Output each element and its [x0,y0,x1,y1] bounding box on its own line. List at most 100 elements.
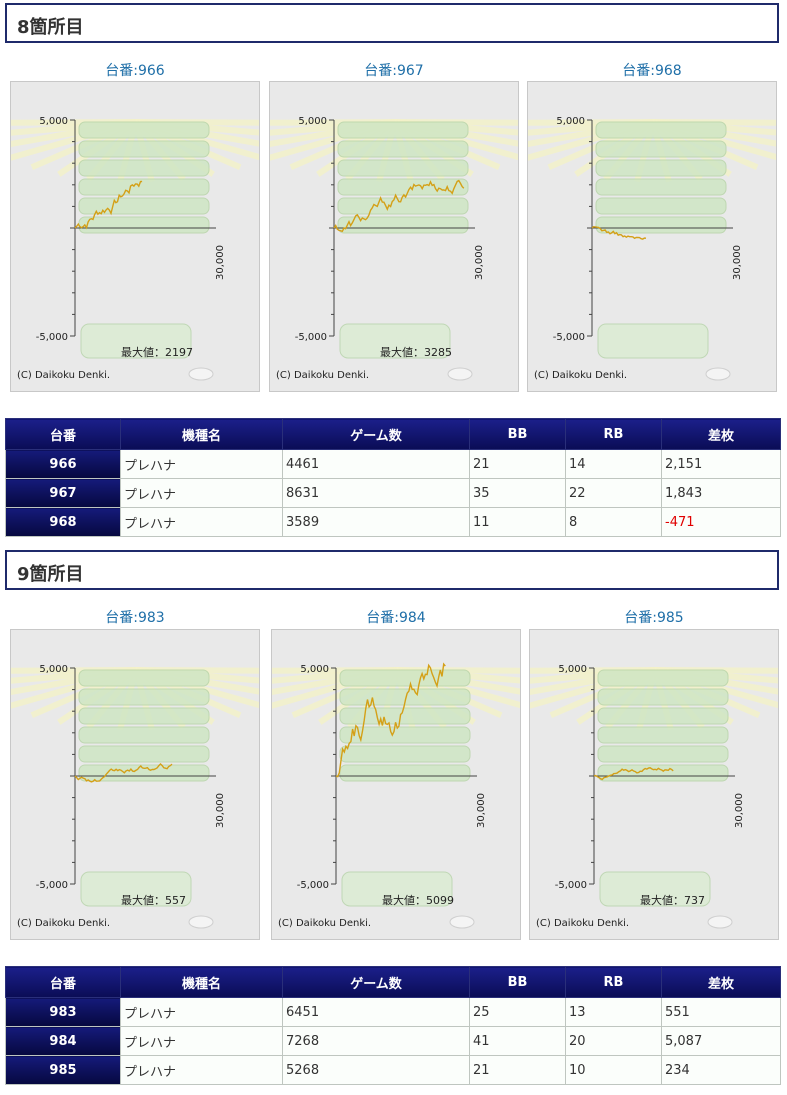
table-row: 983 プレハナ 6451 25 13 551 [5,997,781,1027]
graph-label-966[interactable]: 台番:966 [105,63,165,79]
copyright-text: (C) Daikoku Denki. [17,918,111,929]
machine-number[interactable]: 968 [5,507,121,537]
machine-number[interactable]: 966 [5,449,121,479]
background-tray-base [599,871,711,907]
background-tray [337,121,469,139]
table-header-row: 台番 機種名 ゲーム数 BB RB 差枚 [5,418,781,450]
graph-canvas: 5,000 -5,000 30,000 [272,662,520,929]
rb-count: 10 [565,1055,662,1085]
background-tray-base [597,323,709,359]
background-tray [78,216,210,234]
x-tick-label: 30,000 [215,793,226,828]
background-tray [337,216,469,234]
game-count: 8631 [282,478,470,508]
x-tick-label: 30,000 [474,245,485,280]
bb-count: 35 [469,478,566,508]
background-tray [78,669,210,687]
y-tick-label-top: 5,000 [558,664,587,675]
table-header-row: 台番 機種名 ゲーム数 BB RB 差枚 [5,966,781,998]
y-tick-label-bottom: -5,000 [36,880,68,891]
background-tray [337,197,469,215]
col-header: RB [565,418,662,450]
machine-number[interactable]: 967 [5,478,121,508]
graph-label-985[interactable]: 台番:985 [624,610,684,626]
machine-name: プレハナ [120,507,283,537]
x-tick-label: 30,000 [734,793,745,828]
background-tray [339,707,471,725]
copyright-text: (C) Daikoku Denki. [278,918,372,929]
rb-count: 20 [565,1026,662,1056]
background-tray [78,764,210,782]
background-tray [597,688,729,706]
y-tick-label-top: 5,000 [298,116,327,127]
background-tray [595,197,727,215]
y-tick-label-top: 5,000 [556,116,585,127]
slump-graph-968[interactable]: 5,000 -5,000 30,000 (C) Daikoku Denki. [527,81,777,392]
max-value-label: 最大値：737 [640,894,705,907]
col-header: 台番 [5,418,121,450]
bb-count: 11 [469,507,566,537]
machine-number[interactable]: 984 [5,1026,121,1056]
section-title: 8箇所目 [17,17,84,38]
background-tray-base [339,323,451,359]
copyright-text: (C) Daikoku Denki. [17,370,111,381]
background-tray [339,745,471,763]
graph-label-984[interactable]: 台番:984 [366,610,426,626]
data-series-line [333,179,465,233]
game-count: 5268 [282,1055,470,1085]
y-tick-label-bottom: -5,000 [295,332,327,343]
background-medal [449,915,475,929]
background-tray [597,745,729,763]
col-header: BB [469,418,566,450]
coin-diff: -471 [661,507,781,537]
data-table-8: 台番 機種名 ゲーム数 BB RB 差枚 966 プレハナ 4461 21 14… [5,418,781,537]
coin-diff: 551 [661,997,781,1027]
y-tick-label-bottom: -5,000 [297,880,329,891]
rb-count: 14 [565,449,662,479]
slump-graph-967[interactable]: 5,000 -5,000 30,000 最大値：3285 (C) Daikoku Den… [269,81,519,392]
background-tray [78,688,210,706]
col-header: ゲーム数 [282,418,470,450]
background-tray-base [341,871,453,907]
background-tray [339,764,471,782]
table-row: 966 プレハナ 4461 21 14 2,151 [5,449,781,479]
max-value-label: 最大値：2197 [121,346,193,359]
data-series-line [74,180,143,230]
slump-graph-983[interactable]: 5,000 -5,000 30,000 最大値：557 (C) Daikoku Denk… [10,629,260,940]
background-medal [705,367,731,381]
y-tick-label-top: 5,000 [39,116,68,127]
bb-count: 25 [469,997,566,1027]
machine-number[interactable]: 983 [5,997,121,1027]
background-medal [447,367,473,381]
slump-graph-985[interactable]: 5,000 -5,000 30,000 最大値：737 (C) Daikoku Denk… [529,629,779,940]
background-tray [595,140,727,158]
graph-canvas: 5,000 -5,000 30,000 [11,664,259,929]
section-title: 9箇所目 [17,564,84,585]
game-count: 4461 [282,449,470,479]
max-value-label: 最大値：3285 [380,346,452,359]
slump-graph-984[interactable]: 5,000 -5,000 30,000 最大値：5099 (C) Daikoku Den… [271,629,521,940]
background-tray [78,121,210,139]
background-tray-base [80,871,192,907]
coin-diff: 1,843 [661,478,781,508]
slump-graph-966[interactable]: 5,000 -5,000 30,000 最大値：2197 (C) Daikoku Den… [10,81,260,392]
background-tray [337,159,469,177]
graph-label-983[interactable]: 台番:983 [105,610,165,626]
table-row: 967 プレハナ 8631 35 22 1,843 [5,478,781,508]
machine-name: プレハナ [120,449,283,479]
machine-number[interactable]: 985 [5,1055,121,1085]
background-tray [595,159,727,177]
graph-label-968[interactable]: 台番:968 [622,63,682,79]
machine-name: プレハナ [120,1055,283,1085]
background-tray-base [80,323,192,359]
background-medal [188,915,214,929]
x-tick-label: 30,000 [732,245,743,280]
background-tray [78,197,210,215]
table-row: 985 プレハナ 5268 21 10 234 [5,1055,781,1085]
coin-diff: 2,151 [661,449,781,479]
background-tray [78,178,210,196]
background-tray [78,140,210,158]
bb-count: 21 [469,449,566,479]
graph-label-967[interactable]: 台番:967 [364,63,424,79]
background-tray [78,745,210,763]
